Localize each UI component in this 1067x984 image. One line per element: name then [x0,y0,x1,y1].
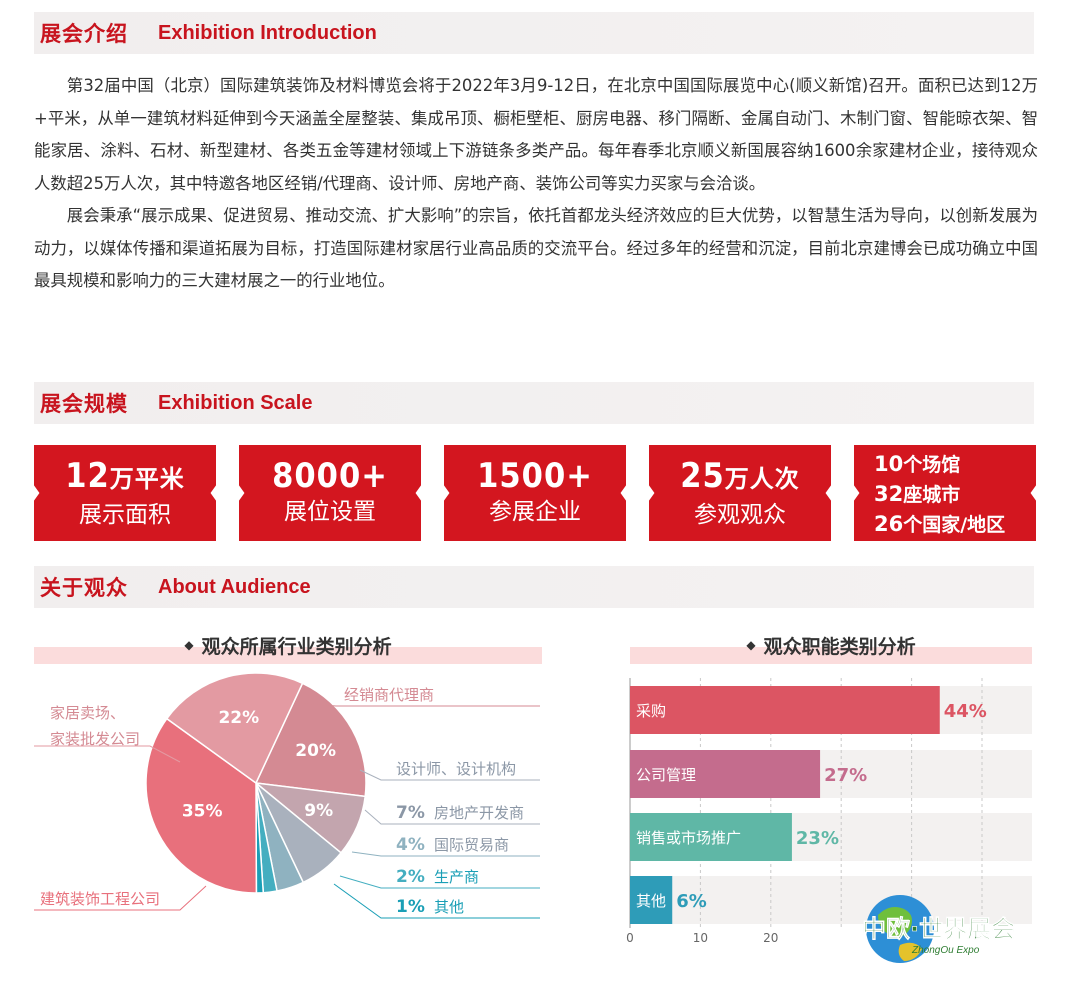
intro-paragraph-1: 第32届中国（北京）国际建筑装饰及材料博览会将于2022年3月9-12日，在北京… [34,76,1038,193]
industry-chart-title: ◆ 观众所属行业类别分析 [34,626,542,664]
pie-right-label: 经销商代理商 [344,686,434,704]
pie-right-label: 房地产开发商 [434,804,524,822]
pie-slice [254,682,367,798]
section-title-zh: 展会规模 [40,392,128,416]
stat-unit: 万人次 [724,465,800,493]
pie-percent-label: 35% [182,802,223,822]
bar-category-label: 采购 [636,702,666,720]
bar-tick-label: 20 [763,931,778,945]
function-chart-title: ◆ 观众职能类别分析 [630,626,1032,664]
diamond-icon: ◆ [184,638,194,652]
stat-visitors: 25万人次 参观观众 [649,445,831,541]
section-title-en: Exhibition Introduction [158,21,377,44]
logo-subtext: ZhongOu Expo [911,945,980,956]
pie-leader-line [34,745,181,763]
pie-leader-line [299,702,540,707]
pie-left-label: 建筑装饰工程公司 [40,890,160,908]
bar-value-label: 27% [824,765,867,786]
pie-leader-line [34,885,207,911]
stat-number: 25 [680,456,725,496]
pie-right-label: 其他 [434,898,464,916]
stat-booths: 8000+ 展位设置 [239,445,421,541]
section-title-en: Exhibition Scale [158,391,313,414]
stat-label: 参观观众 [694,502,786,528]
section-header-scale: 展会规模 Exhibition Scale [34,382,1034,424]
bar-category-label: 销售或市场推广 [636,829,741,847]
pie-right-pct: 1% [396,897,425,917]
stat-number: 1500+ [477,456,593,496]
bar-tick-label: 0 [626,931,634,945]
bar-tick-label: 10 [693,931,708,945]
pie-slice [165,672,304,785]
section-title-en: About Audience [158,575,311,598]
bar [630,750,821,798]
pie-right-label: 设计师、设计机构 [396,760,516,778]
pie-leader-line [333,883,540,919]
stat-line: 10个场馆 [874,452,961,476]
intro-text: 第32届中国（北京）国际建筑装饰及材料博览会将于2022年3月9-12日，在北京… [34,70,1038,298]
pie-left-label: 家居卖场、 [50,704,125,722]
stat-venues: 10个场馆 32座城市 26个国家/地区 [854,445,1036,541]
bar [630,813,792,861]
section-title-zh: 展会介绍 [40,22,128,46]
logo-text: 中欧·世界展会 [862,915,1015,943]
stat-area: 12万平米 展示面积 [34,445,216,541]
pie-right-pct: 7% [396,803,425,823]
pie-leader-line [359,769,540,781]
stat-number: 8000+ [272,456,388,496]
pie-percent-label: 22% [218,708,259,728]
bar-category-label: 公司管理 [636,766,696,784]
bar-value-label: 23% [796,828,839,849]
pie-leader-line [351,851,540,857]
pie-right-label: 国际贸易商 [434,836,509,854]
stat-label: 展位设置 [284,499,376,525]
pie-percent-label: 9% [304,801,333,821]
bar [630,686,940,734]
stat-number: 12 [65,456,110,496]
pie-leader-line [339,875,540,889]
stat-exhibitors: 1500+ 参展企业 [444,445,626,541]
stat-line: 32座城市 [874,482,961,506]
bar-value-label: 44% [944,701,987,722]
bar [630,876,673,924]
stat-label: 参展企业 [489,499,581,525]
pie-slice [145,717,258,894]
pie-right-label: 生产商 [434,868,479,886]
intro-paragraph-2: 展会秉承“展示成果、促进贸易、推动交流、扩大影响”的宗旨，依托首都龙头经济效应的… [34,206,1038,290]
function-bar-chart: 采购 44% 公司管理 27% 销售或市场推广 23% 其他 6% 0 10 20 [626,678,1032,945]
section-title-zh: 关于观众 [40,576,128,600]
bar-category-label: 其他 [636,892,666,910]
pie-right-pct: 4% [396,835,425,855]
stat-label: 展示面积 [79,502,171,528]
section-header-audience: 关于观众 About Audience [34,566,1034,608]
zhongou-expo-logo: 中欧·世界展会 ZhongOu Expo [862,895,1015,963]
pie-percent-label: 20% [295,741,336,761]
bar-row-bg [630,876,1032,924]
pie-right-pct: 2% [396,867,425,887]
stat-line: 26个国家/地区 [874,512,1006,536]
section-header-intro: 展会介绍 Exhibition Introduction [34,12,1034,54]
pie-left-label: 家装批发公司 [50,730,140,748]
stat-unit: 万平米 [109,465,185,493]
bar-value-label: 6% [676,891,707,912]
pie-leader-line [364,809,540,825]
diamond-icon: ◆ [746,638,756,652]
